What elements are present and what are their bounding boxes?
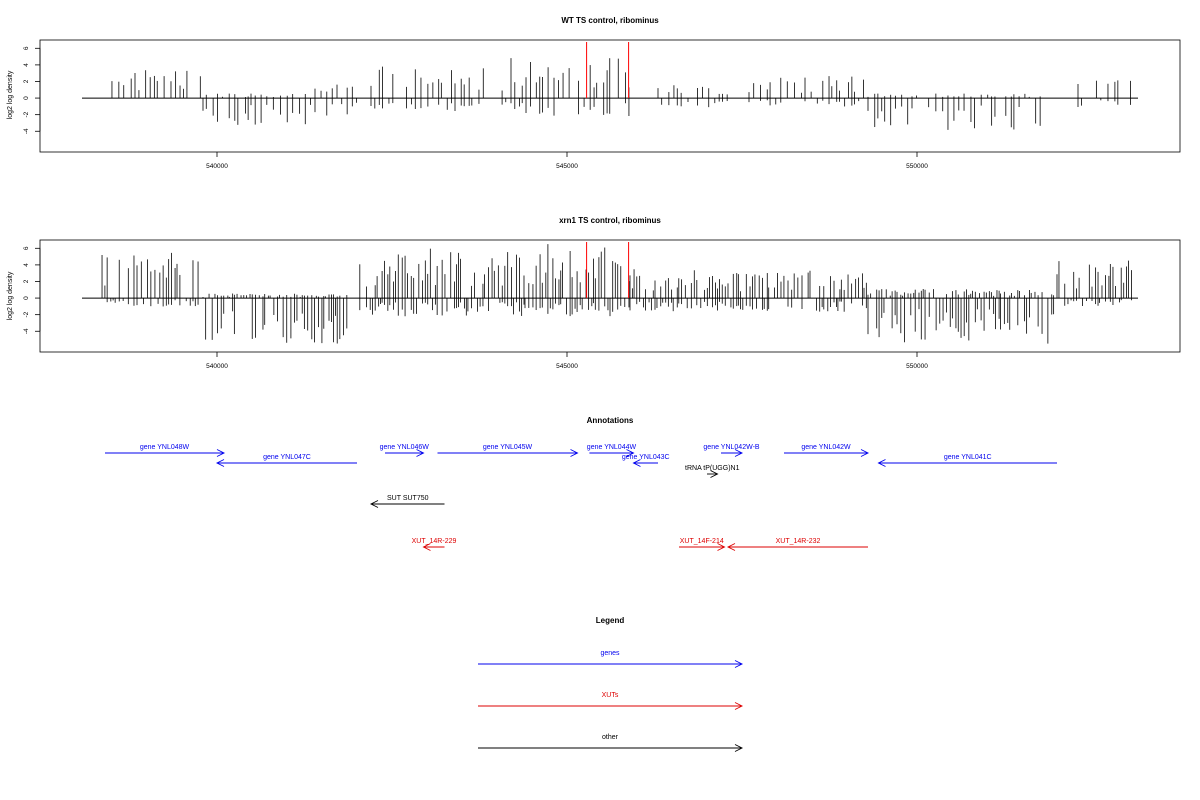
feature-arrow: [707, 470, 719, 478]
feature-arrow: [721, 449, 744, 457]
feature-label: gene YNL042W: [801, 444, 851, 451]
annotation-feature: gene YNL046W: [380, 444, 430, 457]
wt-marker-lines: [586, 42, 630, 99]
feature-arrow: [422, 543, 445, 551]
xrn1-y-axis: 6 4 2 0 -2 -4: [23, 246, 41, 334]
feature-label: gene YNL043C: [622, 454, 670, 461]
feature-arrow: [105, 449, 226, 457]
feature-label: gene YNL042W-B: [703, 444, 759, 451]
legend-label: XUTs: [602, 692, 619, 699]
xrn1-y-axis-label: log2 log density: [7, 271, 14, 320]
y-tick-label: 0: [23, 296, 30, 300]
legend-arrow: [478, 702, 744, 710]
feature-label: tRNA tP(UGG)N1: [685, 465, 740, 472]
annotation-feature: gene YNL044W: [587, 444, 637, 457]
annotation-feature: gene YNL047C: [215, 454, 357, 467]
feature-label: gene YNL046W: [380, 444, 430, 451]
y-tick-label: -4: [23, 128, 30, 134]
xrn1-plot-frame: [39, 239, 1181, 353]
y-tick-label: -2: [23, 111, 30, 117]
y-tick-label: 2: [23, 79, 30, 83]
annotation-feature: gene YNL043C: [622, 454, 670, 467]
xrn1-panel-title: xrn1 TS control, ribominus: [559, 216, 661, 225]
y-tick-label: 4: [23, 63, 30, 67]
xrn1-marker-lines: [586, 242, 630, 299]
annotation-feature: gene YNL042W: [784, 444, 870, 457]
feature-label: gene YNL047C: [263, 454, 311, 461]
feature-arrow: [385, 449, 425, 457]
legend-item-xut: XUTs: [478, 692, 744, 710]
annotation-feature: gene YNL048W: [105, 444, 226, 457]
y-tick-label: 0: [23, 96, 30, 100]
legend-arrow: [478, 660, 744, 668]
feature-arrow: [369, 500, 445, 508]
annotation-feature: tRNA tP(UGG)N1: [685, 465, 740, 478]
xrn1-x-axis: 540000 545000 550000: [206, 352, 928, 370]
x-tick-label: 545000: [556, 363, 578, 370]
feature-label: SUT SUT750: [387, 495, 429, 502]
feature-arrow: [679, 543, 726, 551]
y-tick-label: 6: [23, 246, 30, 250]
annotation-feature: gene YNL042W-B: [703, 444, 760, 457]
legend-arrow: [478, 744, 744, 752]
feature-label: XUT_14R-232: [776, 538, 821, 545]
x-tick-label: 550000: [906, 163, 928, 170]
y-tick-label: -2: [23, 311, 30, 317]
feature-arrow: [784, 449, 870, 457]
feature-arrow: [437, 449, 579, 457]
feature-arrow: [589, 449, 635, 457]
feature-arrow: [877, 459, 1057, 467]
wt-x-axis: 540000 545000 550000: [206, 152, 928, 170]
annotation-feature: XUT_14R-232: [726, 538, 868, 551]
legend: Legend genes XUTs other: [478, 616, 744, 752]
y-tick-label: -4: [23, 328, 30, 334]
feature-label: gene YNL041C: [944, 454, 992, 461]
x-tick-label: 540000: [206, 163, 228, 170]
feature-arrow: [215, 459, 357, 467]
panel-xrn1-coverage: xrn1 TS control, ribominus log2 log dens…: [7, 216, 1181, 370]
xrn1-coverage-bars: [82, 244, 1138, 344]
annotations-title: Annotations: [587, 416, 634, 425]
panel-wt-coverage: WT TS control, ribominus log2 log densit…: [7, 16, 1181, 170]
legend-item-other: other: [478, 734, 744, 752]
legend-label: other: [602, 734, 619, 741]
annotation-feature: XUT_14R-229: [412, 538, 457, 551]
feature-label: XUT_14R-229: [412, 538, 457, 545]
feature-arrow: [632, 459, 658, 467]
wt-y-axis-label: log2 log density: [7, 70, 14, 119]
y-tick-label: 2: [23, 279, 30, 283]
legend-items: genes XUTs other: [478, 650, 744, 752]
x-tick-label: 550000: [906, 363, 928, 370]
annotation-features: gene YNL048W gene YNL047C gene YNL046W gene…: [105, 444, 1057, 551]
wt-coverage-bars: [82, 58, 1138, 130]
y-tick-label: 4: [23, 263, 30, 267]
feature-label: XUT_14F-214: [680, 538, 724, 545]
feature-arrow: [726, 543, 868, 551]
annotation-feature: SUT SUT750: [369, 495, 445, 508]
feature-label: gene YNL048W: [140, 444, 190, 451]
wt-y-axis: 6 4 2 0 -2 -4: [23, 46, 41, 134]
legend-title: Legend: [596, 616, 625, 625]
y-tick-label: 6: [23, 46, 30, 50]
x-tick-label: 545000: [556, 163, 578, 170]
legend-item-gene: genes: [478, 650, 744, 668]
annotation-feature: gene YNL041C: [877, 454, 1057, 467]
feature-label: gene YNL045W: [483, 444, 533, 451]
wt-panel-title: WT TS control, ribominus: [561, 16, 659, 25]
annotation-feature: XUT_14F-214: [679, 538, 726, 551]
feature-label: gene YNL044W: [587, 444, 637, 451]
x-tick-label: 540000: [206, 363, 228, 370]
legend-label: genes: [600, 650, 620, 657]
annotation-feature: gene YNL045W: [437, 444, 579, 457]
